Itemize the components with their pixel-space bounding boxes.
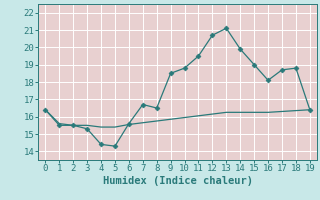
X-axis label: Humidex (Indice chaleur): Humidex (Indice chaleur) (103, 176, 252, 186)
